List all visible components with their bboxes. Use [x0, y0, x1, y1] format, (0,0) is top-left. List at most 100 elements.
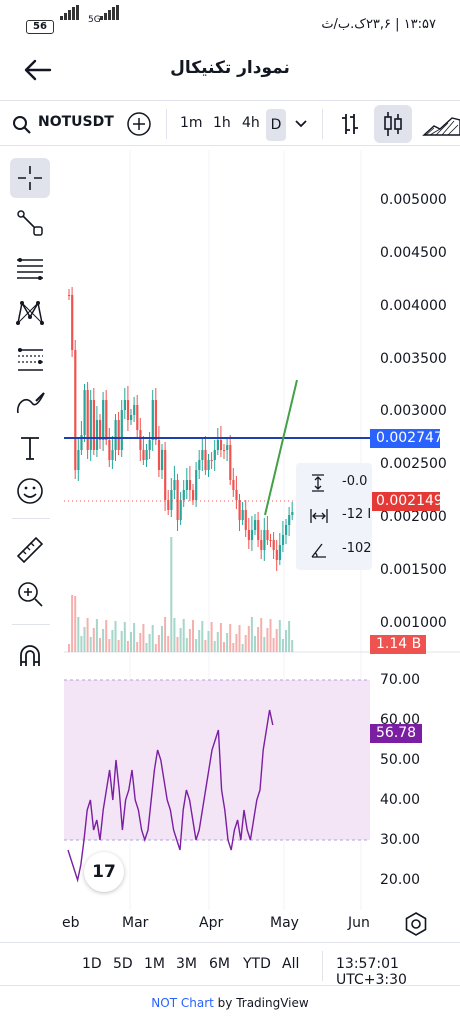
area-chart-icon[interactable]: [420, 109, 460, 139]
candle-body: [123, 400, 126, 410]
volume-bar: [105, 620, 108, 652]
candle-body: [269, 540, 272, 541]
volume-bar: [99, 638, 101, 652]
date-range-bar: 1D 5D 1M 3M 6M YTD All 13:57:01 UTC+3:30: [0, 942, 460, 988]
timeframe-1m[interactable]: 1m: [180, 115, 203, 131]
volume-bar: [74, 596, 77, 652]
candle-body: [99, 420, 102, 440]
candle-body: [195, 470, 198, 500]
price-chart[interactable]: [64, 150, 460, 940]
search-icon[interactable]: [12, 115, 32, 135]
candle-body: [198, 460, 201, 470]
volume-bar: [120, 631, 123, 652]
trend-line-tool[interactable]: [10, 203, 50, 243]
timeframe-d[interactable]: D: [266, 109, 286, 141]
rsi-tick: 40.00: [380, 792, 421, 808]
candle-body: [136, 405, 139, 430]
candlestick-chart-button[interactable]: [374, 105, 412, 143]
timeframe-4h[interactable]: 4h: [242, 115, 260, 131]
pattern-tool[interactable]: [10, 293, 50, 333]
range-all[interactable]: All: [282, 956, 300, 972]
brush-tool[interactable]: [10, 383, 50, 423]
candle-body: [207, 460, 210, 470]
candle-body: [154, 400, 157, 440]
candle-body: [95, 420, 99, 450]
range-1d[interactable]: 1D: [82, 956, 102, 972]
volume-bar: [207, 631, 210, 652]
tradingview-logo[interactable]: 17: [84, 852, 124, 892]
candlestick-icon: [384, 112, 402, 136]
price-tick: 0.003000: [380, 403, 447, 419]
add-symbol-icon[interactable]: [126, 111, 152, 137]
volume-bar: [136, 642, 139, 652]
range-6m[interactable]: 6M: [209, 956, 230, 972]
measure-angle-row: -102: [296, 535, 372, 565]
fib-tool[interactable]: [10, 248, 50, 288]
volume-bar: [266, 628, 269, 652]
symbol-button[interactable]: NOTUSDT: [38, 114, 114, 130]
candle-body: [111, 450, 114, 460]
text-tool[interactable]: [10, 428, 50, 468]
settings-icon[interactable]: [402, 910, 430, 938]
volume-bar: [68, 644, 70, 652]
candle-body: [260, 540, 263, 550]
brush-icon: [16, 392, 45, 414]
candle-body: [232, 480, 235, 490]
volume-bar: [210, 622, 213, 652]
candle-body: [272, 540, 275, 550]
volume-bar: [198, 630, 201, 652]
candle-body: [114, 420, 117, 450]
chart-clock[interactable]: 13:57:01 UTC+3:30: [336, 956, 407, 988]
price-tick: 0.005000: [380, 192, 447, 208]
volume-bar: [130, 632, 132, 652]
candle-body: [145, 450, 148, 460]
network-type: 5G: [88, 15, 101, 25]
volume-bar: [151, 625, 154, 652]
emoji-tool[interactable]: [10, 471, 50, 511]
drawing-tools-panel: [0, 150, 60, 940]
volume-bar: [285, 630, 287, 652]
divider: [12, 518, 50, 519]
time-tick: eb: [62, 915, 80, 931]
volume-bar: [145, 643, 148, 652]
volume-bar: [291, 640, 294, 652]
candle-body: [223, 450, 226, 451]
back-arrow-icon[interactable]: [22, 54, 54, 86]
range-5d[interactable]: 5D: [113, 956, 133, 972]
candle-body: [167, 500, 170, 510]
candle-body: [130, 415, 133, 420]
volume-bar: [179, 628, 182, 652]
bar-chart-icon[interactable]: [338, 111, 362, 137]
range-3m[interactable]: 3M: [176, 956, 197, 972]
zoom-tool[interactable]: [10, 574, 50, 614]
volume-bar: [89, 637, 92, 652]
rsi-value-badge: 56.78: [370, 724, 422, 743]
chevron-down-icon[interactable]: [294, 118, 308, 130]
chart-area[interactable]: 0.005000 0.004500 0.004000 0.003500 0.00…: [64, 150, 460, 940]
magnet-tool[interactable]: [10, 636, 50, 676]
candle-body: [92, 400, 95, 450]
candle-body: [238, 500, 241, 520]
volume-bar: [229, 624, 232, 652]
time-tick: Mar: [122, 915, 149, 931]
crosshair-tool[interactable]: [10, 158, 50, 198]
footer-by-text: by TradingView: [213, 996, 309, 1010]
measure-bars-row: -12 I: [296, 501, 372, 531]
angle-icon: [311, 543, 326, 558]
volume-bar: [86, 618, 89, 652]
candle-body: [80, 435, 83, 450]
vertical-range-icon: [312, 474, 324, 492]
timeframe-1h[interactable]: 1h: [213, 115, 231, 131]
projection-line[interactable]: [264, 379, 298, 516]
footer-brand-link[interactable]: NOT Chart: [151, 996, 214, 1010]
range-ytd[interactable]: YTD: [243, 956, 271, 972]
trend-line-icon: [17, 210, 43, 236]
measure-info-box: -0.0 -12 I -102: [296, 463, 372, 570]
measure-tool[interactable]: [10, 530, 50, 570]
prediction-tool[interactable]: [10, 338, 50, 378]
candle-body: [185, 480, 188, 490]
range-1m[interactable]: 1M: [144, 956, 165, 972]
candle-body: [120, 410, 123, 450]
volume-bar: [278, 620, 281, 652]
